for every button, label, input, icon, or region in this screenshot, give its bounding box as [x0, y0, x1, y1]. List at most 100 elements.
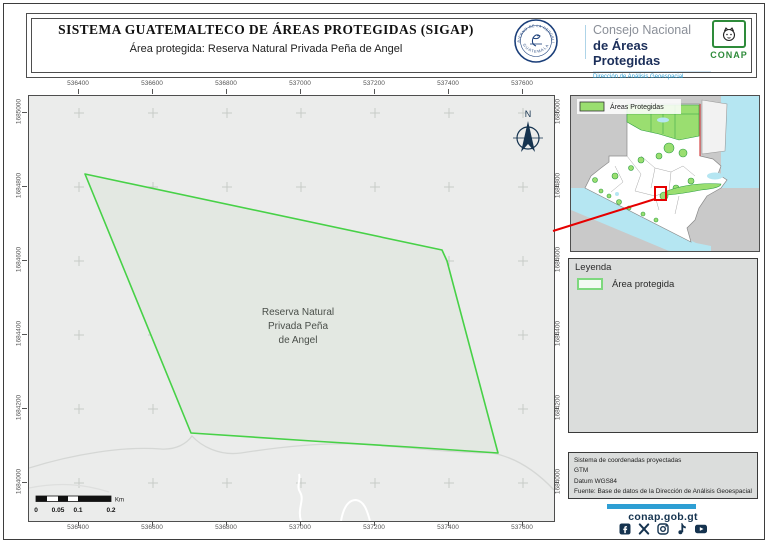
- scale-unit: Km: [115, 498, 124, 504]
- axis-tick: [554, 112, 559, 113]
- protected-area-label-line: de Angel: [279, 335, 318, 346]
- svg-text:GUATEMALA: GUATEMALA: [522, 43, 550, 54]
- axis-tick: [554, 482, 559, 483]
- youtube-icon[interactable]: [695, 523, 707, 535]
- logo-divider: [585, 25, 586, 59]
- axis-tick: [226, 89, 227, 94]
- org-line1: Consejo Nacional: [593, 23, 691, 37]
- projection-info-line: Fuente: Base de datos de la Dirección de…: [574, 487, 752, 495]
- projection-info-box: Sistema de coordenadas proyectadas GTM Dat…: [568, 452, 758, 499]
- page-subtitle: Área protegida: Reserva Natural Privada …: [129, 43, 403, 55]
- tiktok-icon[interactable]: [676, 523, 688, 535]
- axis-tick: [78, 89, 79, 94]
- lake-izabal: [707, 172, 723, 180]
- title-block: SISTEMA GUATEMALTECO DE ÁREAS PROTEGIDAS…: [31, 22, 501, 55]
- header-inner-border: [31, 18, 752, 73]
- axis-tick: [448, 89, 449, 94]
- conap-wordmark: Consejo Nacional de Áreas Protegidas Dir…: [593, 23, 711, 80]
- social-icons-row: [568, 523, 758, 535]
- conap-label: CONAP: [710, 50, 748, 60]
- guatemala-inset-map[interactable]: Áreas Protegidas: [570, 95, 760, 252]
- inset-legend-label: Áreas Protegidas: [610, 102, 664, 111]
- x-tick-label: 537600: [511, 80, 533, 87]
- axis-tick: [554, 334, 559, 335]
- axis-tick: [374, 521, 375, 526]
- x-tick-label: 536800: [215, 524, 237, 531]
- projection-info-line: Datum WGS84: [574, 477, 617, 485]
- north-label: N: [525, 109, 532, 119]
- x-tick-label: 537200: [363, 524, 385, 531]
- axis-tick: [374, 89, 375, 94]
- projection-info-line: Sistema de coordenadas proyectadas: [574, 457, 682, 464]
- org-line3: Dirección de Análisis Geoespacial: [593, 71, 711, 80]
- x-tick-label: 537400: [437, 524, 459, 531]
- legend-title: Leyenda: [575, 262, 612, 273]
- axis-tick: [554, 260, 559, 261]
- svg-text:GOBIERNO DE LA REPÚBLICA: GOBIERNO DE LA REPÚBLICA: [513, 18, 555, 43]
- guatemala-outline: [584, 103, 728, 243]
- header-box: [26, 13, 757, 78]
- page-title: SISTEMA GUATEMALTECO DE ÁREAS PROTEGIDAS…: [58, 22, 474, 37]
- belize: [701, 99, 728, 155]
- seal-bottom-text: GUATEMALA: [522, 43, 549, 54]
- x-tick-label: 536400: [67, 80, 89, 87]
- protected-area-label: Reserva Natural Privada Peña de Angel: [262, 307, 334, 346]
- legend-panel: Leyenda Área protegida: [568, 258, 758, 433]
- instagram-icon[interactable]: [657, 523, 669, 535]
- lake-peten-itza: [657, 117, 669, 123]
- axis-tick: [300, 521, 301, 526]
- x-tick-label: 537600: [511, 524, 533, 531]
- axis-tick: [22, 334, 27, 335]
- x-icon[interactable]: [638, 523, 650, 535]
- stream-lines: [297, 473, 371, 522]
- axis-tick: [554, 186, 559, 187]
- scale-bar: Km 0 0.05 0.1 0.2: [34, 495, 124, 514]
- axis-tick: [300, 89, 301, 94]
- protected-area-label-line: Privada Peña: [268, 321, 328, 332]
- north-arrow-icon: N: [513, 109, 543, 152]
- axis-tick: [152, 89, 153, 94]
- footer-accent-bar: [607, 504, 696, 509]
- seal-top-text: GOBIERNO DE LA REPÚBLICA: [511, 15, 554, 43]
- axis-tick: [152, 521, 153, 526]
- x-tick-label: 537200: [363, 80, 385, 87]
- x-tick-label: 536800: [215, 80, 237, 87]
- axis-tick: [22, 260, 27, 261]
- conap-website-link[interactable]: conap.gob.gt: [628, 511, 698, 523]
- inset-pa-borders: [627, 105, 699, 138]
- scale-tick-label: 0.1: [73, 507, 82, 514]
- legend-item-label: Área protegida: [612, 279, 675, 290]
- axis-tick: [22, 482, 27, 483]
- conap-logo: CONAP: [706, 20, 752, 60]
- x-tick-label: 537000: [289, 524, 311, 531]
- axis-tick: [226, 521, 227, 526]
- lake-atitlan: [615, 192, 619, 196]
- facebook-icon[interactable]: [619, 523, 631, 535]
- scale-tick-label: 0.2: [106, 507, 115, 514]
- guatemala-government-seal-icon: GOBIERNO DE LA REPÚBLICA GUATEMALA: [511, 15, 559, 69]
- x-tick-label: 536600: [141, 80, 163, 87]
- protected-area-label-line: Reserva Natural: [262, 307, 334, 318]
- axis-tick: [22, 408, 27, 409]
- conap-jaguar-icon: [712, 20, 746, 48]
- x-tick-label: 537400: [437, 80, 459, 87]
- projection-info-line: GTM: [574, 467, 589, 475]
- scale-tick-label: 0.05: [52, 507, 65, 514]
- axis-tick: [78, 521, 79, 526]
- main-map[interactable]: Reserva Natural Privada Peña de Angel N Km…: [28, 95, 555, 522]
- x-tick-label: 536600: [141, 524, 163, 531]
- axis-tick: [448, 521, 449, 526]
- caribbean-sea: [721, 96, 759, 188]
- axis-tick: [22, 112, 27, 113]
- axis-tick: [554, 408, 559, 409]
- x-tick-label: 537000: [289, 80, 311, 87]
- quetzal-emblem-icon: [530, 34, 542, 47]
- inset-legend: Áreas Protegidas: [577, 99, 681, 114]
- axis-tick: [22, 186, 27, 187]
- protected-area-polygon[interactable]: [84, 173, 499, 454]
- x-tick-label: 536400: [67, 524, 89, 531]
- axis-tick: [522, 521, 523, 526]
- org-line2: de Áreas Protegidas: [593, 38, 661, 68]
- scale-tick-label: 0: [34, 507, 38, 514]
